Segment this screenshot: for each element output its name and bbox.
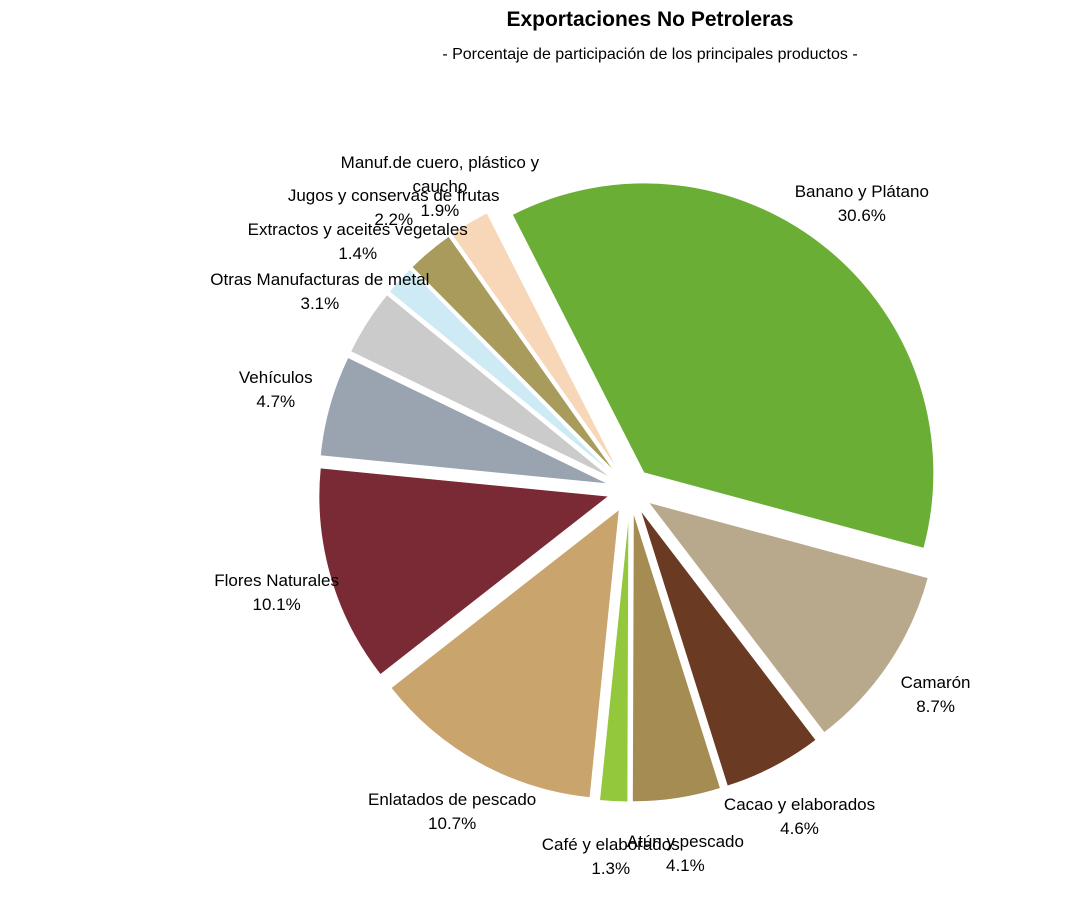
- value-label: 1.4%: [238, 242, 478, 266]
- category-label: Manuf.de cuero, plástico y caucho: [320, 151, 560, 199]
- value-label: 1.3%: [491, 857, 731, 881]
- value-label: 4.7%: [156, 390, 396, 414]
- value-label: 10.1%: [157, 593, 397, 617]
- value-label: 30.6%: [742, 204, 982, 228]
- category-label: Camarón: [816, 671, 1056, 695]
- chart-subtitle: - Porcentaje de participación de los pri…: [380, 46, 920, 64]
- value-label: 10.7%: [332, 812, 572, 836]
- category-label: Banano y Plátano: [742, 180, 982, 204]
- value-label: 8.7%: [816, 695, 1056, 719]
- category-label: Café y elaborados: [491, 833, 731, 857]
- chart-title: Exportaciones No Petroleras: [380, 8, 920, 32]
- category-label: Cacao y elaborados: [680, 793, 920, 817]
- value-label: 1.9%: [320, 199, 560, 223]
- category-label: Enlatados de pescado: [332, 788, 572, 812]
- category-label: Vehículos: [156, 366, 396, 390]
- pie-plot: [0, 0, 1084, 909]
- value-label: 3.1%: [200, 292, 440, 316]
- category-label: Otras Manufacturas de metal: [200, 268, 440, 292]
- chart: Exportaciones No Petroleras - Porcentaje…: [0, 0, 1084, 909]
- category-label: Flores Naturales: [157, 569, 397, 593]
